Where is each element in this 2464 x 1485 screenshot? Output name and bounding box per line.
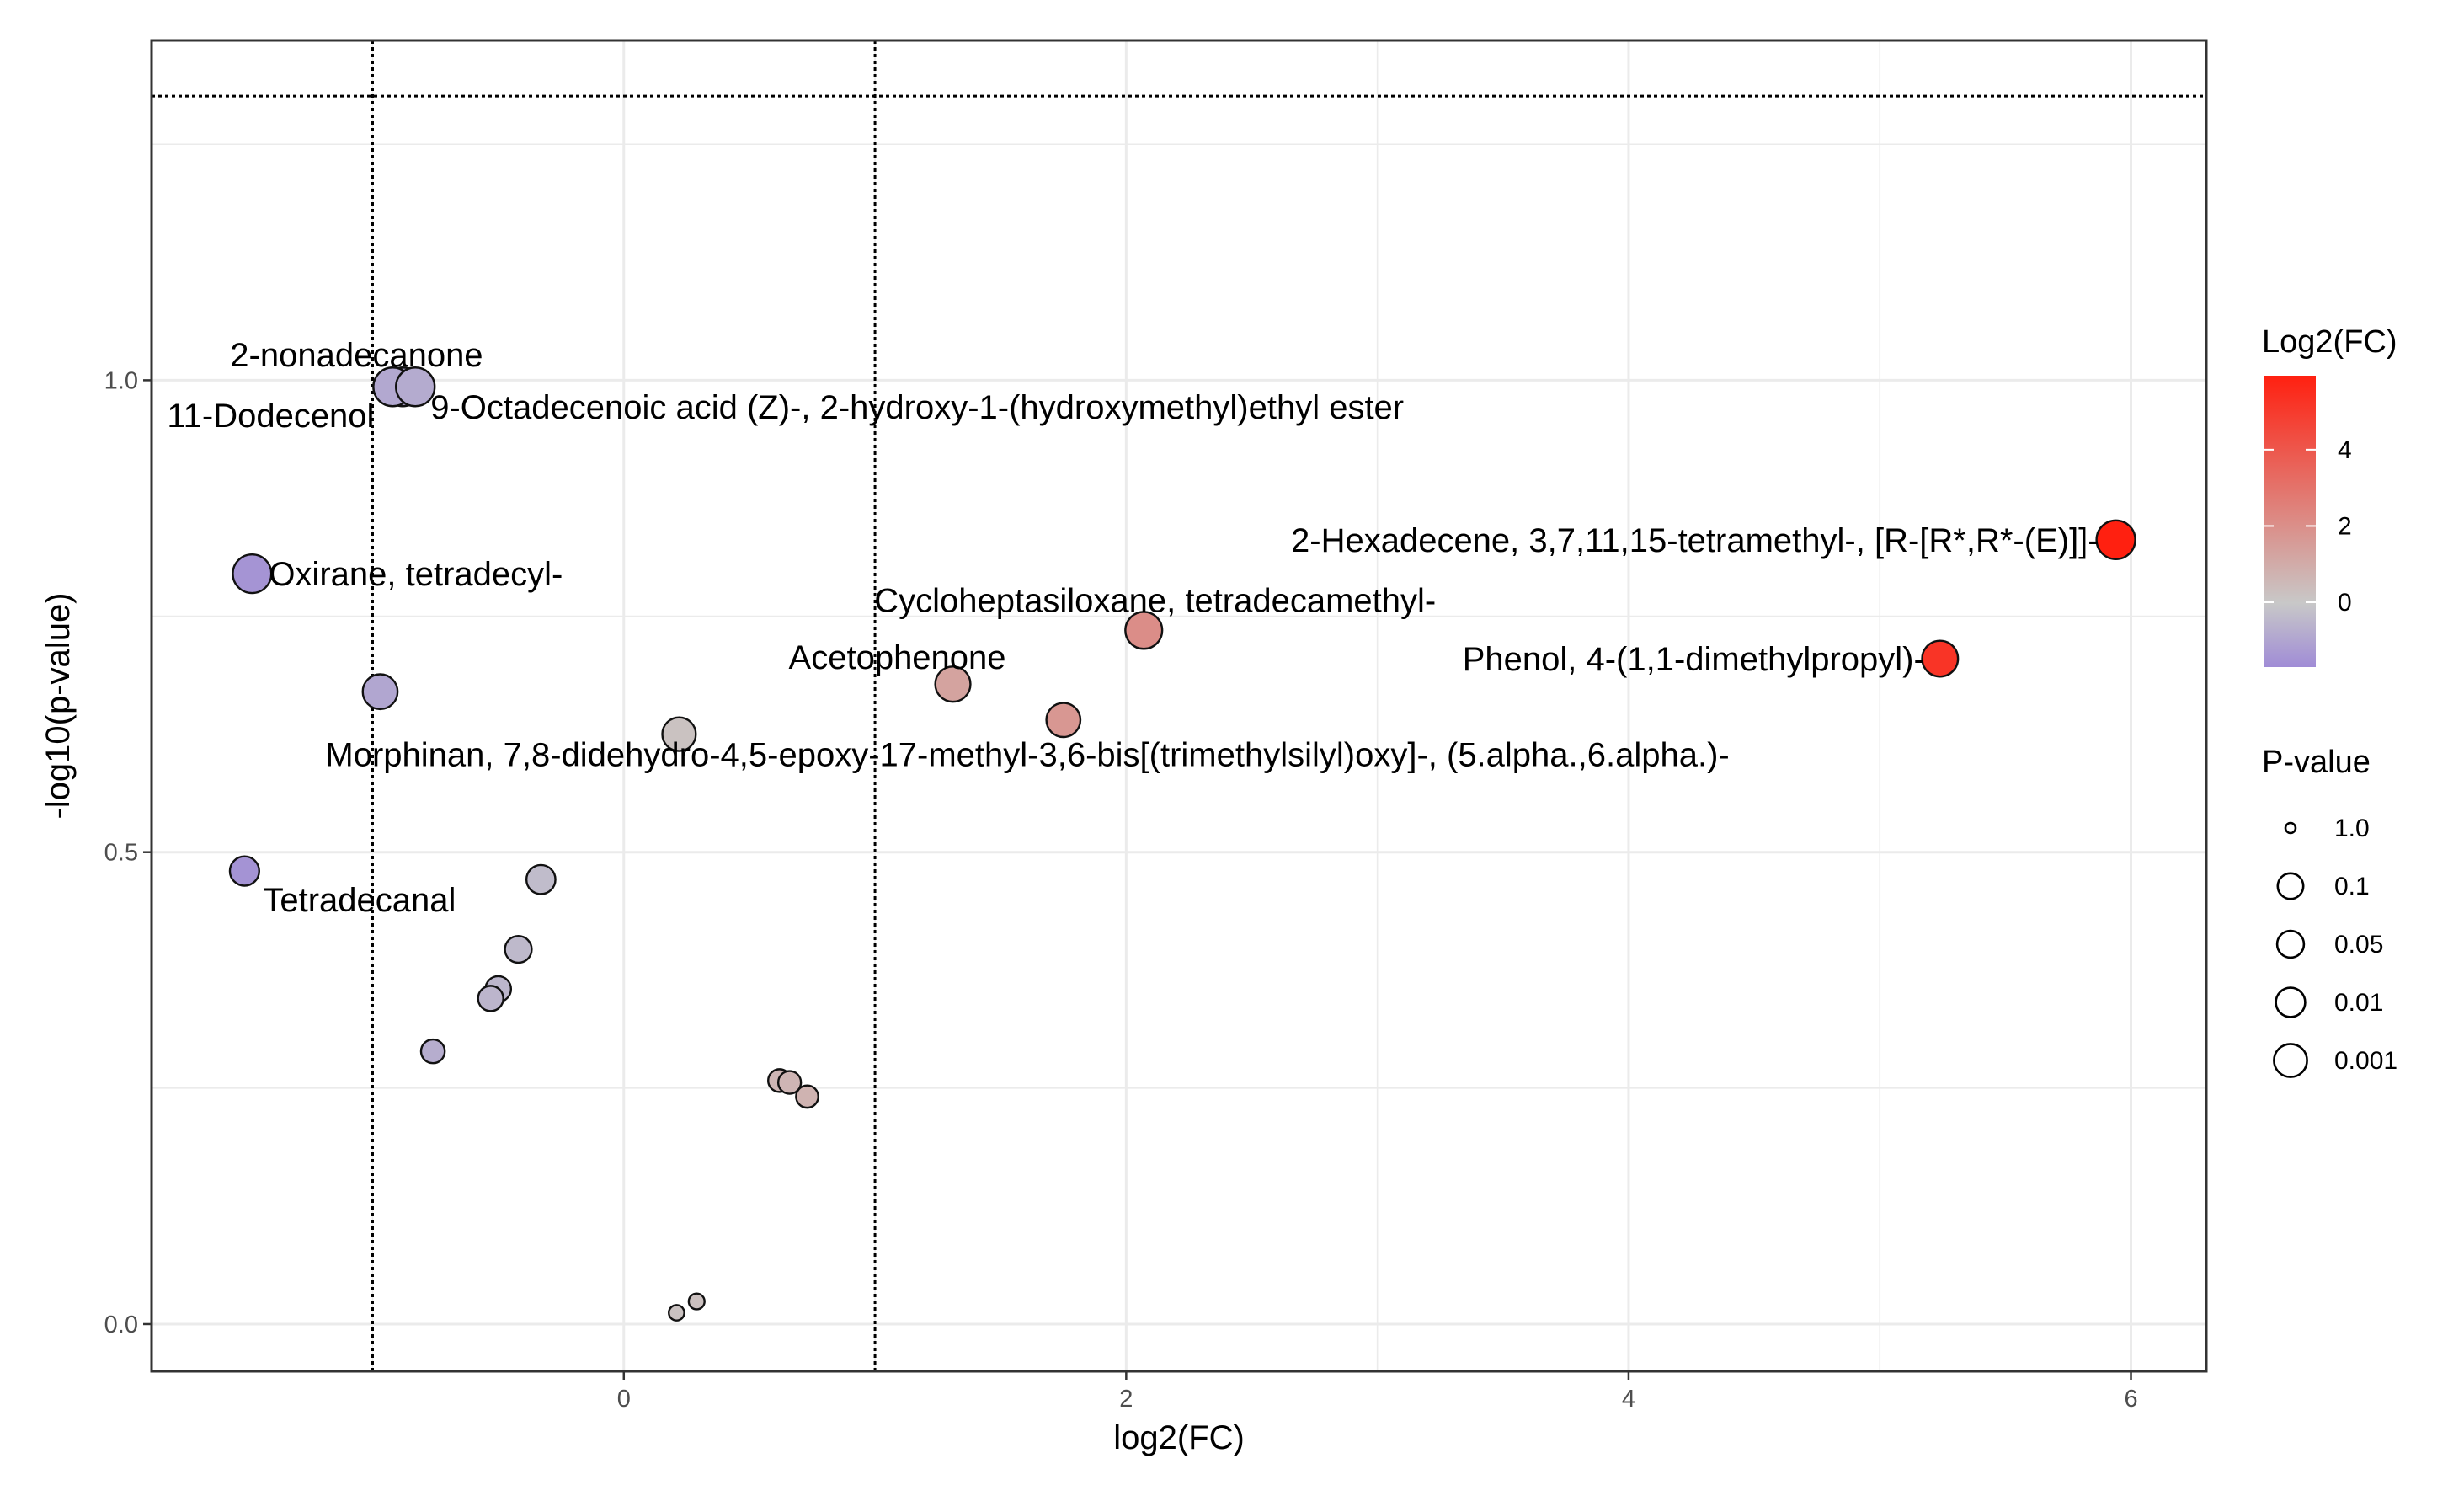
- data-point: [661, 716, 697, 752]
- point-label: Oxirane, tetradecyl-: [269, 556, 563, 593]
- size-legend-entries: 1.0 0.1 0.05 0.01 0.001: [2273, 815, 2397, 1078]
- data-point: [525, 863, 557, 895]
- x-tick-label: 0: [617, 1386, 631, 1413]
- grid-lines: [152, 40, 2206, 1371]
- x-tick-label: 4: [1622, 1386, 1635, 1413]
- size-legend-label: 0.001: [2334, 1047, 2397, 1075]
- y-axis-title: -log10(p-value): [40, 592, 77, 819]
- color-legend: Log2(FC) 0 2 4: [2262, 324, 2397, 667]
- y-tick-label: 1.0: [104, 367, 138, 394]
- threshold-lines: [152, 40, 2206, 1371]
- size-legend-label: 1.0: [2334, 815, 2370, 842]
- size-legend-label: 0.1: [2334, 873, 2370, 900]
- point-label: 9-Octadecenoic acid (Z)-, 2-hydroxy-1-(h…: [430, 389, 1404, 426]
- size-legend-title: P-value: [2262, 745, 2371, 780]
- data-point: [395, 366, 436, 408]
- data-point: [687, 1292, 706, 1311]
- point-label: Tetradecanal: [263, 882, 456, 919]
- y-tick-label: 0.0: [104, 1311, 138, 1338]
- data-point: [934, 665, 972, 703]
- data-point: [419, 1038, 446, 1065]
- size-legend-key: [2273, 1043, 2308, 1078]
- point-label: 2-nonadecanone: [230, 337, 483, 374]
- x-tick-label: 6: [2124, 1386, 2137, 1413]
- data-point: [795, 1084, 819, 1109]
- point-label: Cycloheptasiloxane, tetradecamethyl-: [874, 582, 1436, 619]
- data-points: [228, 366, 2136, 1322]
- color-bar-tick-label: 0: [2338, 589, 2352, 617]
- x-axis-title: log2(FC): [1113, 1419, 1245, 1456]
- data-point: [776, 1070, 803, 1095]
- data-point: [504, 935, 533, 964]
- size-legend-key: [2276, 872, 2305, 900]
- data-point: [1124, 611, 1164, 650]
- data-point: [232, 553, 273, 595]
- x-axis-ticks: 0 2 4 6: [617, 1371, 2138, 1413]
- data-point: [2095, 519, 2136, 560]
- size-legend-key: [2275, 986, 2307, 1018]
- color-bar-tick-label: 2: [2338, 512, 2352, 540]
- data-point: [1045, 702, 1082, 739]
- color-bar-tick-label: 4: [2338, 436, 2352, 464]
- data-point: [361, 673, 399, 711]
- data-point: [1921, 639, 1960, 678]
- data-point: [668, 1304, 685, 1322]
- data-point: [228, 855, 260, 887]
- point-label: Morphinan, 7,8-didehydro-4,5-epoxy-17-me…: [325, 737, 1729, 774]
- data-point: [477, 985, 504, 1012]
- size-legend: P-value 1.0 0.1 0.05 0.01 0.001: [2262, 745, 2397, 1078]
- point-label: Acetophenone: [789, 639, 1006, 676]
- point-label: 11-Dodecenol: [167, 398, 374, 435]
- y-tick-label: 0.5: [104, 840, 138, 867]
- point-label: 2-Hexadecene, 3,7,11,15-tetramethyl-, [R…: [1291, 522, 2099, 559]
- color-legend-title: Log2(FC): [2262, 324, 2397, 360]
- size-legend-key: [2275, 929, 2306, 959]
- point-labels: 2-nonadecanone 11-Dodecenol 9-Octadecenoic…: [167, 337, 2099, 919]
- size-legend-label: 0.01: [2334, 989, 2383, 1017]
- x-tick-label: 2: [1119, 1386, 1133, 1413]
- size-legend-label: 0.05: [2334, 931, 2383, 959]
- plot-panel-border: [150, 39, 2208, 1373]
- point-label: Phenol, 4-(1,1-dimethylpropyl)-: [1463, 641, 1925, 678]
- color-bar: [2264, 376, 2316, 667]
- color-bar-ticks: 0 2 4: [2264, 436, 2352, 617]
- y-axis-ticks: 0.0 0.5 1.0: [104, 367, 152, 1338]
- size-legend-key: [2284, 821, 2297, 835]
